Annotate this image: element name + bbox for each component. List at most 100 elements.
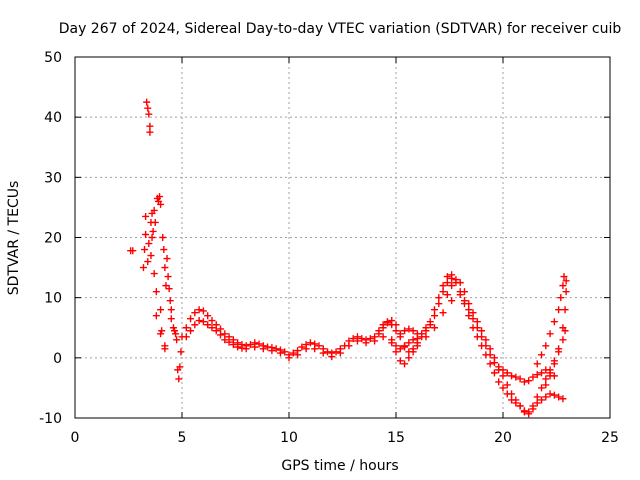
data-point [255,340,263,348]
data-point [204,321,212,329]
data-point [353,337,361,345]
data-point [177,348,185,356]
data-point [460,297,468,305]
data-point [212,321,220,329]
data-point [332,348,340,356]
data-point [221,330,229,338]
data-point [187,327,195,335]
data-point [405,325,413,333]
data-point [405,354,413,362]
data-point [448,282,456,290]
data-point [550,360,558,368]
data-point [272,345,280,353]
data-point [559,324,567,332]
data-point [141,246,149,254]
data-point [199,307,207,315]
data-point [268,347,276,355]
data-point [529,373,537,381]
data-point [478,333,486,341]
data-point [439,309,447,317]
data-point [392,327,400,335]
data-point [538,396,546,404]
data-point [345,342,353,350]
data-point [469,315,477,323]
x-tick-label: 10 [280,430,298,446]
data-point [525,408,533,416]
data-point [456,291,464,299]
data-point [401,327,409,335]
data-point [225,338,233,346]
data-point [478,327,486,335]
data-point [383,318,391,326]
data-point [187,315,195,323]
data-point [204,312,212,320]
data-points [127,98,570,418]
data-point [167,315,175,323]
data-point [469,309,477,317]
data-point [452,276,460,284]
data-point [555,345,563,353]
y-axis-label: SDTVAR / TECUs [6,181,22,296]
data-point [465,300,473,308]
data-point [172,330,180,338]
data-point [161,264,169,272]
data-point [533,393,541,401]
data-point [409,336,417,344]
data-point [159,234,167,241]
data-point [508,372,516,380]
data-point [195,317,203,325]
data-point [150,270,158,278]
x-tick-label: 0 [71,430,80,446]
data-point [294,351,302,359]
data-point [533,399,541,407]
data-point [191,309,199,317]
data-point [409,327,417,335]
data-point [217,331,225,339]
data-point [443,279,451,287]
data-point [379,333,387,341]
y-tick-label: 10 [44,291,62,307]
data-point [379,321,387,329]
data-point [208,317,216,325]
data-point [448,297,456,305]
data-point [362,339,370,347]
data-point [199,318,207,326]
x-axis-label: GPS time / hours [281,458,398,474]
data-point [448,271,456,279]
data-point [490,354,498,362]
data-point [559,336,567,344]
data-point [150,206,158,214]
data-point [409,348,417,356]
y-tick-label: 50 [44,50,62,66]
data-point [157,200,165,208]
data-point [426,318,434,326]
data-point [560,273,568,281]
data-point [499,384,507,392]
data-point [176,363,184,371]
data-point [144,104,152,112]
data-point [259,345,267,353]
data-point [281,348,289,356]
data-point [542,366,550,374]
data-point [495,363,503,371]
data-point [490,369,498,377]
data-point [165,285,173,293]
data-point [482,342,490,350]
data-point [276,349,284,357]
data-point [173,336,181,344]
data-point [302,345,310,353]
data-point [520,407,528,415]
data-point [431,324,439,332]
data-point [542,342,550,350]
data-point [401,360,409,368]
data-point [557,294,565,302]
data-point [152,288,160,296]
data-point [435,300,443,308]
data-point [508,390,516,398]
data-point [298,343,306,351]
data-point [418,330,426,338]
data-point [465,306,473,314]
data-point [396,330,404,338]
data-point [562,277,570,285]
data-point [422,333,430,341]
